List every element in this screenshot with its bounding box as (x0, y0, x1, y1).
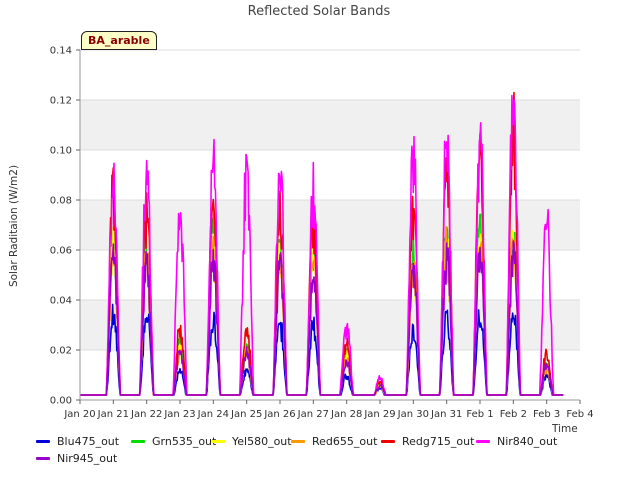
grid-band (80, 200, 580, 250)
y-tick-label: 0.08 (50, 196, 72, 207)
x-tick-label: Jan 22 (130, 409, 162, 420)
y-ticks: 0.00 0.02 0.04 0.06 0.08 0.10 0.12 0.14 (50, 46, 80, 407)
y-tick-label: 0.06 (50, 246, 72, 257)
y-tick-label: 0.02 (50, 346, 72, 357)
series-line-Nir945_out (80, 240, 564, 396)
x-tick-label: Jan 23 (163, 409, 195, 420)
x-tick-label: Jan 31 (430, 409, 462, 420)
y-tick-label: 0.14 (50, 46, 72, 57)
y-tick-label: 0.00 (50, 396, 72, 407)
x-ticks: Jan 20 Jan 21 Jan 22 Jan 23 Jan 24 Jan 25 Jan … (63, 400, 594, 420)
legend-label: Nir840_out (497, 435, 558, 448)
legend-item: Blu475_out (36, 435, 119, 448)
series-layer (80, 91, 564, 396)
grid-bands (80, 100, 580, 350)
legend-item: Redg715_out (381, 435, 474, 448)
y-axis-label: Solar Raditaion (W/m2) (8, 165, 20, 287)
chart-title: Reflected Solar Bands (248, 4, 391, 19)
x-tick-label: Jan 25 (230, 409, 262, 420)
legend-label: Nir945_out (57, 452, 118, 465)
x-tick-label: Jan 29 (363, 409, 395, 420)
legend-swatch (36, 457, 50, 460)
y-tick-label: 0.10 (50, 146, 72, 157)
x-tick-label: Jan 21 (97, 409, 129, 420)
x-tick-label: Feb 3 (533, 409, 560, 420)
legend-swatch (476, 440, 490, 443)
x-axis-label: Time (551, 423, 578, 435)
legend-label: Blu475_out (57, 435, 120, 448)
legend-swatch (131, 440, 145, 443)
x-tick-label: Feb 2 (500, 409, 527, 420)
legend-item: Grn535_out (131, 435, 216, 448)
x-tick-label: Jan 20 (63, 409, 95, 420)
legend-label: Redg715_out (402, 435, 475, 448)
y-tick-label: 0.04 (50, 296, 72, 307)
legend-swatch (381, 440, 395, 443)
x-tick-label: Jan 26 (263, 409, 295, 420)
legend-swatch (211, 440, 225, 443)
x-tick-label: Jan 30 (397, 409, 429, 420)
x-tick-label: Jan 28 (330, 409, 362, 420)
legend-item: Yel580_out (211, 435, 292, 448)
x-tick-label: Jan 27 (297, 409, 329, 420)
site-badge: BA_arable (81, 31, 157, 50)
grid-band (80, 100, 580, 150)
legend-swatch (291, 440, 305, 443)
legend-item: Red655_out (291, 435, 377, 448)
x-tick-label: Feb 1 (466, 409, 493, 420)
legend-label: Red655_out (312, 435, 378, 448)
grid-band (80, 300, 580, 350)
legend-label: Yel580_out (232, 435, 292, 448)
legend-item: Nir945_out (36, 452, 117, 465)
y-tick-label: 0.12 (50, 96, 72, 107)
legend-label: Grn535_out (152, 435, 217, 448)
x-tick-label: Feb 4 (566, 409, 593, 420)
legend-swatch (36, 440, 50, 443)
legend-item: Nir840_out (476, 435, 557, 448)
x-tick-label: Jan 24 (197, 409, 229, 420)
